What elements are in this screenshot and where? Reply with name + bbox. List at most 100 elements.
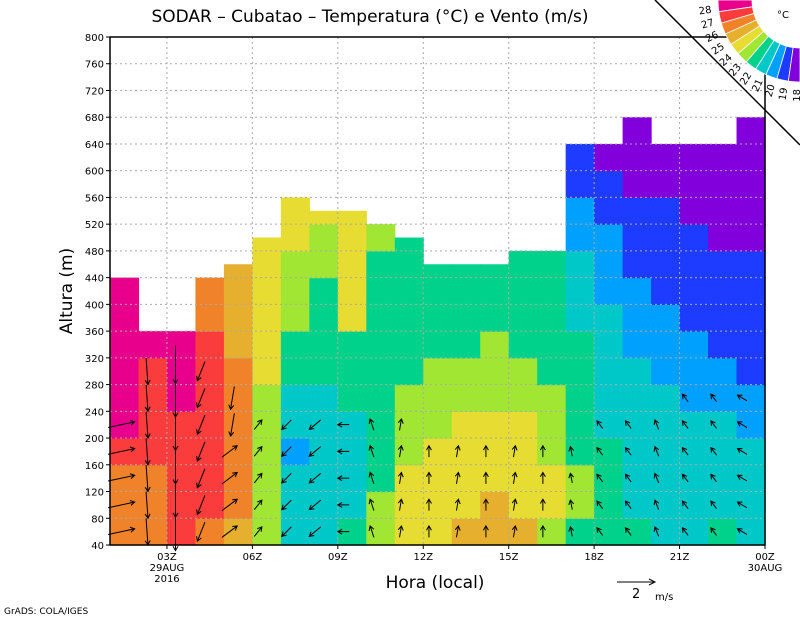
temperature-cell <box>451 411 481 439</box>
temperature-cell <box>366 304 396 332</box>
temperature-cell <box>280 250 310 279</box>
wind-arrow <box>107 500 136 509</box>
temperature-cell <box>223 438 253 466</box>
temperature-cell <box>195 518 225 546</box>
temperature-cell <box>508 518 538 546</box>
wind-arrow <box>454 524 461 538</box>
wind-arrow <box>681 393 689 403</box>
wind-vectors <box>107 345 748 552</box>
temperature-cell <box>708 250 738 279</box>
temperature-cell <box>394 250 424 279</box>
temperature-cell <box>508 250 538 279</box>
temperature-cell <box>651 331 681 359</box>
wind-arrow <box>568 499 575 510</box>
temperature-cell <box>280 518 310 546</box>
wind-arrow <box>107 526 136 535</box>
temperature-cell <box>110 277 140 305</box>
temperature-cell <box>309 210 339 225</box>
temperature-cell <box>366 250 396 279</box>
temperature-cell <box>679 250 709 279</box>
temperature-cell <box>195 464 225 493</box>
y-tick-label: 520 <box>85 220 104 231</box>
wind-arrow <box>539 444 546 458</box>
temperature-cell <box>223 411 253 439</box>
wind-arrow <box>539 471 546 484</box>
temperature-cell <box>423 384 453 412</box>
wind-arrow <box>681 473 689 483</box>
temperature-cell <box>708 331 738 359</box>
temperature-cell <box>508 277 538 305</box>
y-tick-label: 720 <box>85 86 104 97</box>
y-tick-label: 280 <box>85 381 104 392</box>
temperature-cell <box>594 491 624 519</box>
wind-reference-arrowhead <box>648 578 657 586</box>
wind-arrow <box>681 527 689 536</box>
temperature-cell <box>594 224 624 252</box>
temperature-cell <box>423 438 453 466</box>
temperature-cell <box>594 170 624 199</box>
wind-arrow <box>253 445 263 457</box>
colorbar-label: 20 <box>764 83 778 98</box>
wind-arrow <box>368 444 375 458</box>
wind-arrow <box>144 357 151 386</box>
wind-arrow <box>144 438 151 466</box>
temperature-cell <box>679 411 709 439</box>
temperature-cell <box>223 264 253 279</box>
wind-arrow <box>196 441 206 462</box>
temperature-cell <box>622 438 652 466</box>
temperature-cell <box>480 304 510 332</box>
wind-arrow <box>568 525 575 537</box>
temperature-cell <box>622 331 652 359</box>
temperature-cell <box>708 438 738 466</box>
temperature-cell <box>110 518 140 546</box>
wind-arrow <box>736 394 748 402</box>
wind-arrow <box>281 419 292 431</box>
temperature-cell <box>337 357 367 386</box>
temperature-cell <box>280 384 310 412</box>
wind-arrow <box>368 498 375 511</box>
temperature-cell <box>110 331 140 359</box>
x-tick-label: 15Z <box>499 552 519 563</box>
y-tick-label: 80 <box>91 514 104 525</box>
temperature-cell <box>508 331 538 359</box>
wind-arrow <box>253 419 263 430</box>
temperature-cell <box>223 464 253 493</box>
temperature-cell <box>651 250 681 279</box>
temperature-cell <box>736 464 766 493</box>
temperature-cell <box>622 518 652 546</box>
temperature-cell <box>679 331 709 359</box>
colorbar-label: 21 <box>750 78 765 94</box>
temperature-cell <box>138 518 168 546</box>
temperature-cell <box>423 491 453 519</box>
temperature-cell <box>736 491 766 519</box>
temperature-cell <box>166 464 197 493</box>
wind-arrow <box>736 528 748 535</box>
temperature-cell <box>480 411 510 439</box>
wind-arrow <box>426 444 432 458</box>
temperature-cell <box>565 438 595 466</box>
temperature-cell <box>309 411 339 439</box>
temperature-cell <box>110 411 140 439</box>
temperature-cell <box>309 491 339 519</box>
temperature-cell <box>195 357 225 386</box>
temperature-cell <box>280 357 310 386</box>
temperature-cell <box>252 384 282 412</box>
temperature-cell <box>366 464 396 493</box>
temperature-cell <box>736 357 766 386</box>
temperature-cell <box>651 438 681 466</box>
wind-arrow <box>308 526 322 538</box>
temperature-cell <box>451 264 481 279</box>
temperature-cell <box>252 304 282 332</box>
temperature-cell <box>565 143 595 172</box>
temperature-cell <box>480 264 510 279</box>
y-tick-label: 640 <box>85 140 104 151</box>
temperature-cell <box>366 277 396 305</box>
temperature-cell <box>708 170 738 199</box>
temperature-cell <box>110 304 140 332</box>
wind-arrow <box>397 444 404 458</box>
wind-arrow <box>624 527 632 536</box>
x-tick-label: 18Z <box>584 552 604 563</box>
colorbar-unit: °C <box>777 10 789 21</box>
temperature-cell <box>337 224 367 252</box>
wind-arrow <box>172 345 179 385</box>
